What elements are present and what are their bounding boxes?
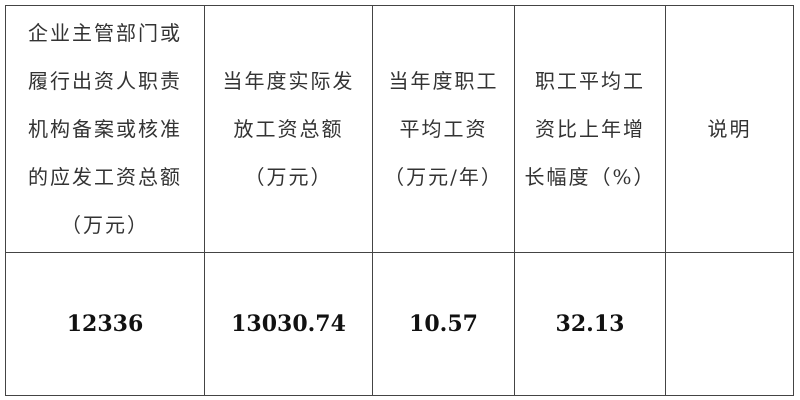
header-line: 机构备案或核准 <box>28 117 182 141</box>
header-line: 放工资总额 <box>233 117 344 141</box>
wage-table: 企业主管部门或 履行出资人职责 机构备案或核准 的应发工资总额 （万元） 当年度… <box>5 5 794 396</box>
header-average-wage: 当年度职工 平均工资 （万元/年） <box>372 5 515 253</box>
header-line: 履行出资人职责 <box>28 69 182 93</box>
header-line: 长幅度（%） <box>524 165 656 189</box>
header-line: （万元/年） <box>384 165 503 189</box>
header-line: 企业主管部门或 <box>28 21 182 45</box>
header-line: 当年度职工 <box>388 69 499 93</box>
header-line: 当年度实际发 <box>222 69 355 93</box>
header-line: 职工平均工 <box>535 69 645 93</box>
header-growth-rate: 职工平均工 资比上年增 长幅度（%） <box>514 5 666 253</box>
header-line: 平均工资 <box>399 117 488 141</box>
header-approved-wage-total: 企业主管部门或 履行出资人职责 机构备案或核准 的应发工资总额 （万元） <box>5 5 205 253</box>
header-line: （万元） <box>244 165 333 189</box>
cell-approved-wage-total: 12336 <box>5 252 205 396</box>
header-actual-wage-total: 当年度实际发 放工资总额 （万元） <box>204 5 373 253</box>
header-line: 说明 <box>707 117 752 141</box>
header-row: 企业主管部门或 履行出资人职责 机构备案或核准 的应发工资总额 （万元） 当年度… <box>5 5 794 253</box>
cell-growth-rate: 32.13 <box>514 252 666 396</box>
table-row: 12336 13030.74 10.57 32.13 <box>5 252 794 396</box>
cell-actual-wage-total: 13030.74 <box>204 252 373 396</box>
header-notes: 说明 <box>665 5 794 253</box>
cell-notes <box>665 252 794 396</box>
cell-average-wage: 10.57 <box>372 252 515 396</box>
header-line: （万元） <box>61 213 149 237</box>
header-line: 的应发工资总额 <box>28 165 182 189</box>
header-line: 资比上年增 <box>535 117 645 141</box>
